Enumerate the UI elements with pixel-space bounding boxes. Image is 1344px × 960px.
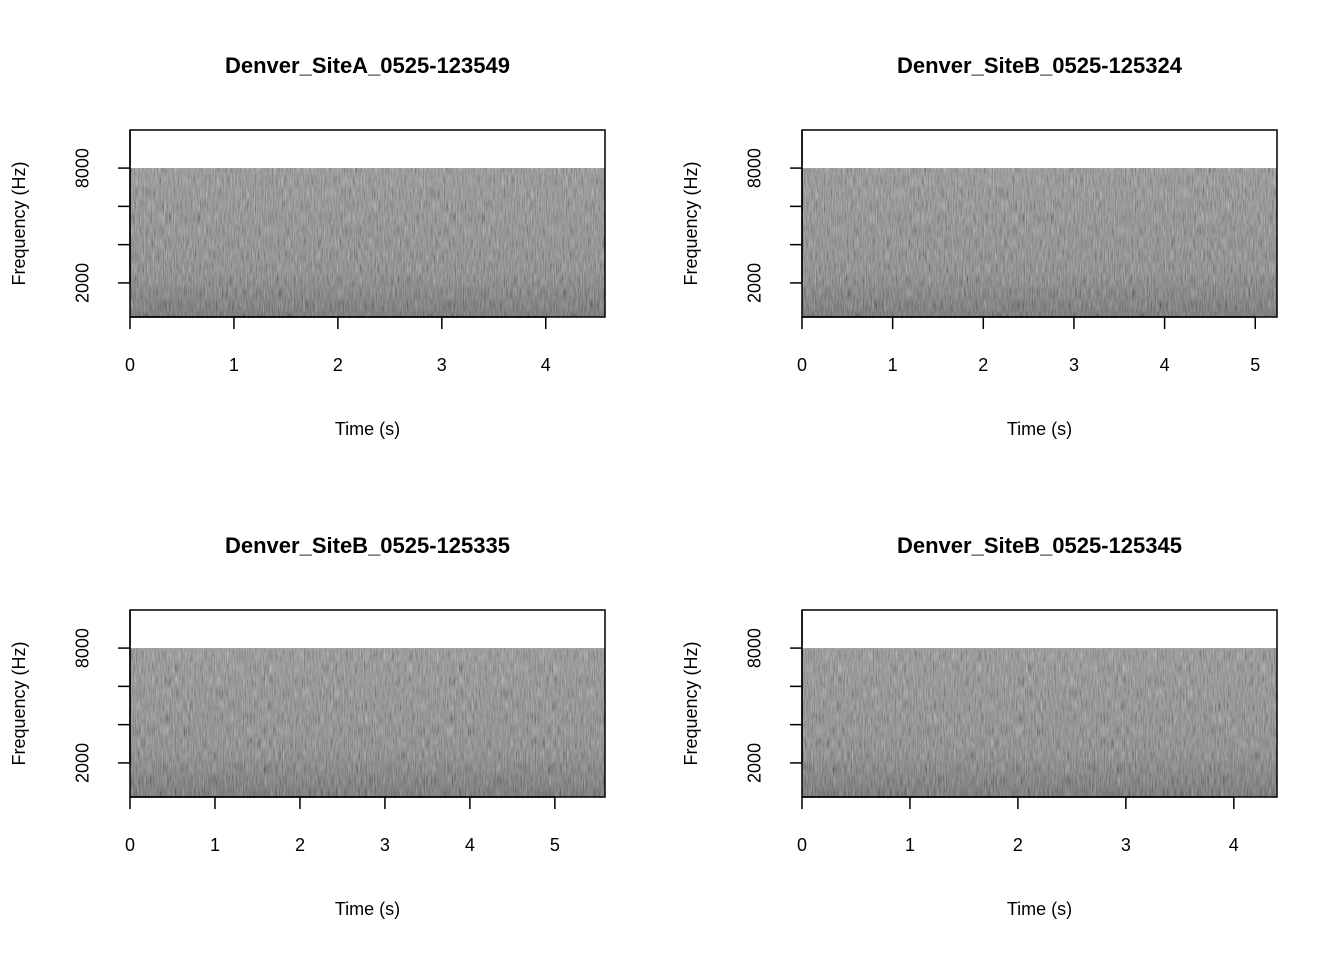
y-tick-label: 8000 xyxy=(73,148,93,188)
x-tick-label: 3 xyxy=(437,355,447,375)
panel-title: Denver_SiteB_0525-125324 xyxy=(897,53,1183,78)
y-axis-label: Frequency (Hz) xyxy=(681,641,701,765)
x-tick-label: 4 xyxy=(1160,355,1170,375)
x-tick-label: 1 xyxy=(905,835,915,855)
y-tick-label: 2000 xyxy=(745,263,765,303)
y-tick-label: 8000 xyxy=(745,628,765,668)
x-tick-label: 5 xyxy=(550,835,560,855)
y-axis-label: Frequency (Hz) xyxy=(9,641,29,765)
x-tick-label: 0 xyxy=(125,355,135,375)
x-tick-label: 1 xyxy=(210,835,220,855)
x-tick-label: 4 xyxy=(465,835,475,855)
x-tick-label: 3 xyxy=(1121,835,1131,855)
y-axis-label: Frequency (Hz) xyxy=(681,161,701,285)
y-tick-label: 2000 xyxy=(73,743,93,783)
spectrogram xyxy=(802,168,1277,317)
panel-title: Denver_SiteB_0525-125345 xyxy=(897,533,1182,558)
spectrogram-texture xyxy=(130,168,605,317)
x-tick-label: 4 xyxy=(541,355,551,375)
x-tick-label: 2 xyxy=(978,355,988,375)
x-tick-label: 4 xyxy=(1229,835,1239,855)
panel: Denver_SiteA_0525-123549 0 1 2 3 4 Time (s) 200… xyxy=(9,53,606,439)
x-tick-label: 5 xyxy=(1250,355,1260,375)
x-tick-label: 2 xyxy=(1013,835,1023,855)
x-tick-label: 3 xyxy=(1069,355,1079,375)
x-tick-label: 0 xyxy=(797,835,807,855)
x-tick-label: 2 xyxy=(333,355,343,375)
x-axis-label: Time (s) xyxy=(1007,899,1072,919)
x-tick-label: 2 xyxy=(295,835,305,855)
y-tick-label: 2000 xyxy=(73,263,93,303)
spectrogram xyxy=(130,648,605,797)
panel-title: Denver_SiteA_0525-123549 xyxy=(225,53,510,78)
panel: Denver_SiteB_0525-125345 0 1 2 3 4 Time (s) 200… xyxy=(681,533,1278,919)
y-tick-label: 2000 xyxy=(745,743,765,783)
y-tick-label: 8000 xyxy=(745,148,765,188)
spectrogram-texture xyxy=(802,648,1277,797)
x-tick-label: 3 xyxy=(380,835,390,855)
x-axis-label: Time (s) xyxy=(335,899,400,919)
panel: Denver_SiteB_0525-125335 0 1 2 3 4 5 Time (s) 20… xyxy=(9,533,606,919)
x-tick-label: 1 xyxy=(229,355,239,375)
x-axis-label: Time (s) xyxy=(335,419,400,439)
spectrogram-texture xyxy=(130,648,605,797)
x-axis-label: Time (s) xyxy=(1007,419,1072,439)
panel: Denver_SiteB_0525-125324 0 1 2 3 4 5 Time (s) 20… xyxy=(681,53,1278,439)
panel-title: Denver_SiteB_0525-125335 xyxy=(225,533,510,558)
spectrogram-texture xyxy=(802,168,1277,317)
x-tick-label: 0 xyxy=(797,355,807,375)
spectrogram xyxy=(802,648,1277,797)
y-axis-label: Frequency (Hz) xyxy=(9,161,29,285)
x-tick-label: 1 xyxy=(888,355,898,375)
spectrogram xyxy=(130,168,605,317)
y-tick-label: 8000 xyxy=(73,628,93,668)
x-tick-label: 0 xyxy=(125,835,135,855)
